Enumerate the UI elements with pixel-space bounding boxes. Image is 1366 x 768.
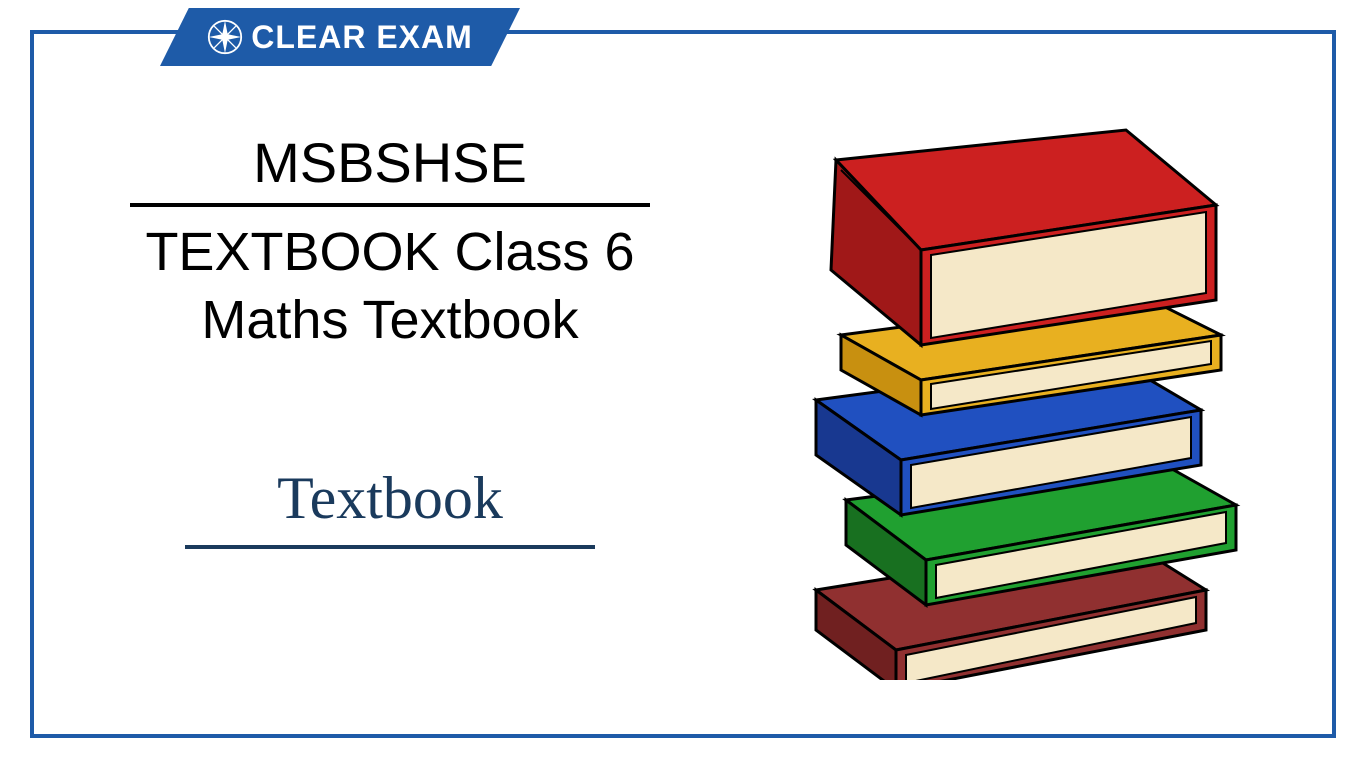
heading-line1: MSBSHSE bbox=[100, 130, 680, 195]
content-left: MSBSHSE TEXTBOOK Class 6 Maths Textbook … bbox=[100, 130, 680, 549]
logo-text: CLEAR EXAM bbox=[251, 19, 473, 56]
logo-banner: CLEAR EXAM bbox=[160, 8, 520, 66]
books-stack-icon bbox=[746, 100, 1276, 680]
subtitle-divider bbox=[185, 545, 595, 549]
compass-star-icon bbox=[207, 19, 243, 55]
heading-line2: TEXTBOOK Class 6 Maths Textbook bbox=[100, 219, 680, 354]
subtitle-text: Textbook bbox=[100, 464, 680, 533]
heading-divider bbox=[130, 203, 650, 207]
